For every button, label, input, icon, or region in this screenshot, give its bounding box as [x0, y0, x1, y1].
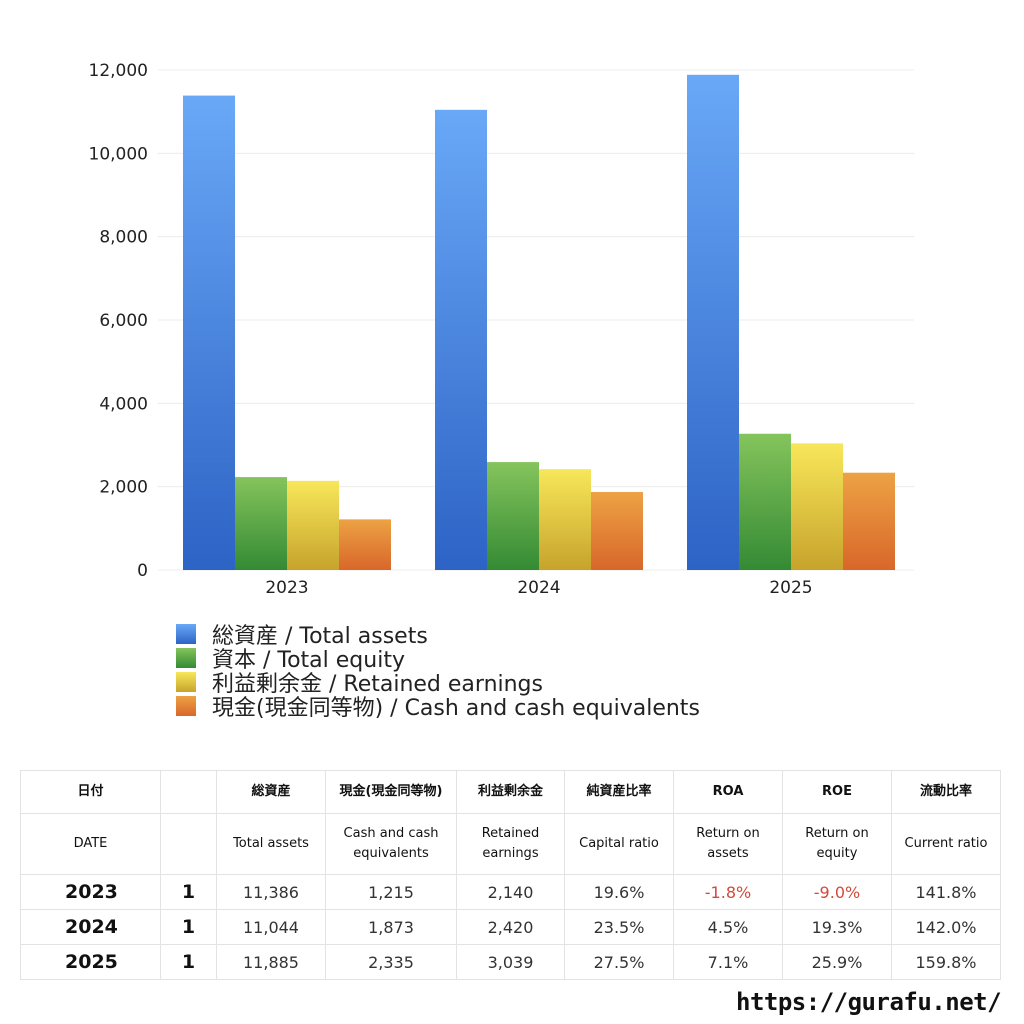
legend-label-total-equity: 資本 / Total equity: [212, 648, 405, 673]
cell-capital-ratio: 23.5%: [564, 909, 674, 945]
cell-cash: 1,873: [325, 909, 457, 945]
cell-current-ratio: 159.8%: [891, 944, 1001, 980]
cell-total-assets: 11,386: [216, 874, 326, 910]
y-tick-label: 12,000: [89, 61, 148, 81]
cell-cash: 1,215: [325, 874, 457, 910]
legend-swatch-retained-earnings: [176, 672, 196, 692]
bar-2025-series-2: [791, 443, 843, 570]
bar-2024-series-3: [591, 491, 643, 570]
cell-roe: 19.3%: [782, 909, 892, 945]
th-retained-jp: 利益剰余金: [456, 770, 565, 814]
cell-current-ratio: 141.8%: [891, 874, 1001, 910]
th-count-en: [160, 813, 217, 875]
bar-2024-series-1: [487, 462, 539, 570]
cell-retained: 2,420: [456, 909, 565, 945]
th-current-ratio-en: Current ratio: [891, 813, 1001, 875]
y-tick-label: 2,000: [99, 478, 148, 498]
cell-capital-ratio: 27.5%: [564, 944, 674, 980]
bar-2023-series-1: [235, 477, 287, 570]
financial-table: 日付 総資産 現金(現金同等物) 利益剰余金 純資産比率 ROA ROE 流動比…: [20, 770, 1001, 980]
th-cash-jp: 現金(現金同等物): [325, 770, 457, 814]
bar-2023-series-0: [183, 95, 235, 570]
legend-item-total-assets: 総資産 / Total assets: [176, 622, 700, 649]
table-row: 2024 1 11,044 1,873 2,420 23.5% 4.5% 19.…: [20, 909, 1001, 945]
cell-count: 1: [160, 944, 217, 980]
th-date-en: DATE: [20, 813, 161, 875]
x-tick-label: 2024: [517, 578, 560, 598]
bar-2023-series-2: [287, 480, 339, 570]
th-count-jp: [160, 770, 217, 814]
bar-2024-series-0: [435, 109, 487, 570]
bar-2023-series-3: [339, 519, 391, 570]
y-tick-label: 6,000: [99, 311, 148, 331]
y-tick-label: 4,000: [99, 394, 148, 414]
x-tick-label: 2023: [265, 578, 308, 598]
cell-cash: 2,335: [325, 944, 457, 980]
cell-retained: 3,039: [456, 944, 565, 980]
cell-capital-ratio: 19.6%: [564, 874, 674, 910]
th-capital-ratio-en: Capital ratio: [564, 813, 674, 875]
bar-2025-series-0: [687, 74, 739, 571]
y-tick-label: 0: [137, 561, 148, 581]
legend-swatch-total-equity: [176, 648, 196, 668]
table-row: 2023 1 11,386 1,215 2,140 19.6% -1.8% -9…: [20, 874, 1001, 910]
table-header-jp: 日付 総資産 現金(現金同等物) 利益剰余金 純資産比率 ROA ROE 流動比…: [20, 770, 1001, 814]
th-roe-jp: ROE: [782, 770, 892, 814]
y-tick-label: 10,000: [89, 144, 148, 164]
y-tick-label: 8,000: [99, 228, 148, 248]
cell-roe: -9.0%: [782, 874, 892, 910]
th-roa-en: Return on assets: [673, 813, 783, 875]
legend-item-total-equity: 資本 / Total equity: [176, 646, 700, 673]
cell-year: 2025: [20, 944, 161, 980]
bar-2025-series-1: [739, 433, 791, 570]
legend-label-retained-earnings: 利益剰余金 / Retained earnings: [212, 672, 543, 697]
th-date-jp: 日付: [20, 770, 161, 814]
th-retained-en: Retained earnings: [456, 813, 565, 875]
legend-swatch-total-assets: [176, 624, 196, 644]
legend-label-cash: 現金(現金同等物) / Cash and cash equivalents: [212, 696, 700, 721]
th-roa-jp: ROA: [673, 770, 783, 814]
th-capital-ratio-jp: 純資産比率: [564, 770, 674, 814]
x-tick-label: 2025: [769, 578, 812, 598]
cell-roa: 7.1%: [673, 944, 783, 980]
legend-item-retained-earnings: 利益剰余金 / Retained earnings: [176, 670, 700, 697]
th-cash-en: Cash and cash equivalents: [325, 813, 457, 875]
cell-retained: 2,140: [456, 874, 565, 910]
table-row: 2025 1 11,885 2,335 3,039 27.5% 7.1% 25.…: [20, 944, 1001, 980]
th-total-assets-en: Total assets: [216, 813, 326, 875]
cell-year: 2023: [20, 874, 161, 910]
legend: 総資産 / Total assets 資本 / Total equity 利益剰…: [176, 622, 700, 721]
site-url[interactable]: https://gurafu.net/: [736, 988, 1002, 1016]
cell-count: 1: [160, 909, 217, 945]
cell-roe: 25.9%: [782, 944, 892, 980]
table-header-en: DATE Total assets Cash and cash equivale…: [20, 813, 1001, 875]
th-total-assets-jp: 総資産: [216, 770, 326, 814]
bar-2025-series-3: [843, 472, 895, 570]
bar-2024-series-2: [539, 469, 591, 570]
legend-label-total-assets: 総資産 / Total assets: [212, 624, 428, 649]
legend-swatch-cash: [176, 696, 196, 716]
legend-item-cash: 現金(現金同等物) / Cash and cash equivalents: [176, 694, 700, 721]
cell-total-assets: 11,044: [216, 909, 326, 945]
cell-total-assets: 11,885: [216, 944, 326, 980]
cell-year: 2024: [20, 909, 161, 945]
th-roe-en: Return on equity: [782, 813, 892, 875]
bar-chart: 0 2,000 4,000 6,000 8,000 10,000 12,000 2023 20…: [89, 60, 914, 598]
cell-count: 1: [160, 874, 217, 910]
cell-roa: 4.5%: [673, 909, 783, 945]
th-current-ratio-jp: 流動比率: [891, 770, 1001, 814]
cell-current-ratio: 142.0%: [891, 909, 1001, 945]
cell-roa: -1.8%: [673, 874, 783, 910]
